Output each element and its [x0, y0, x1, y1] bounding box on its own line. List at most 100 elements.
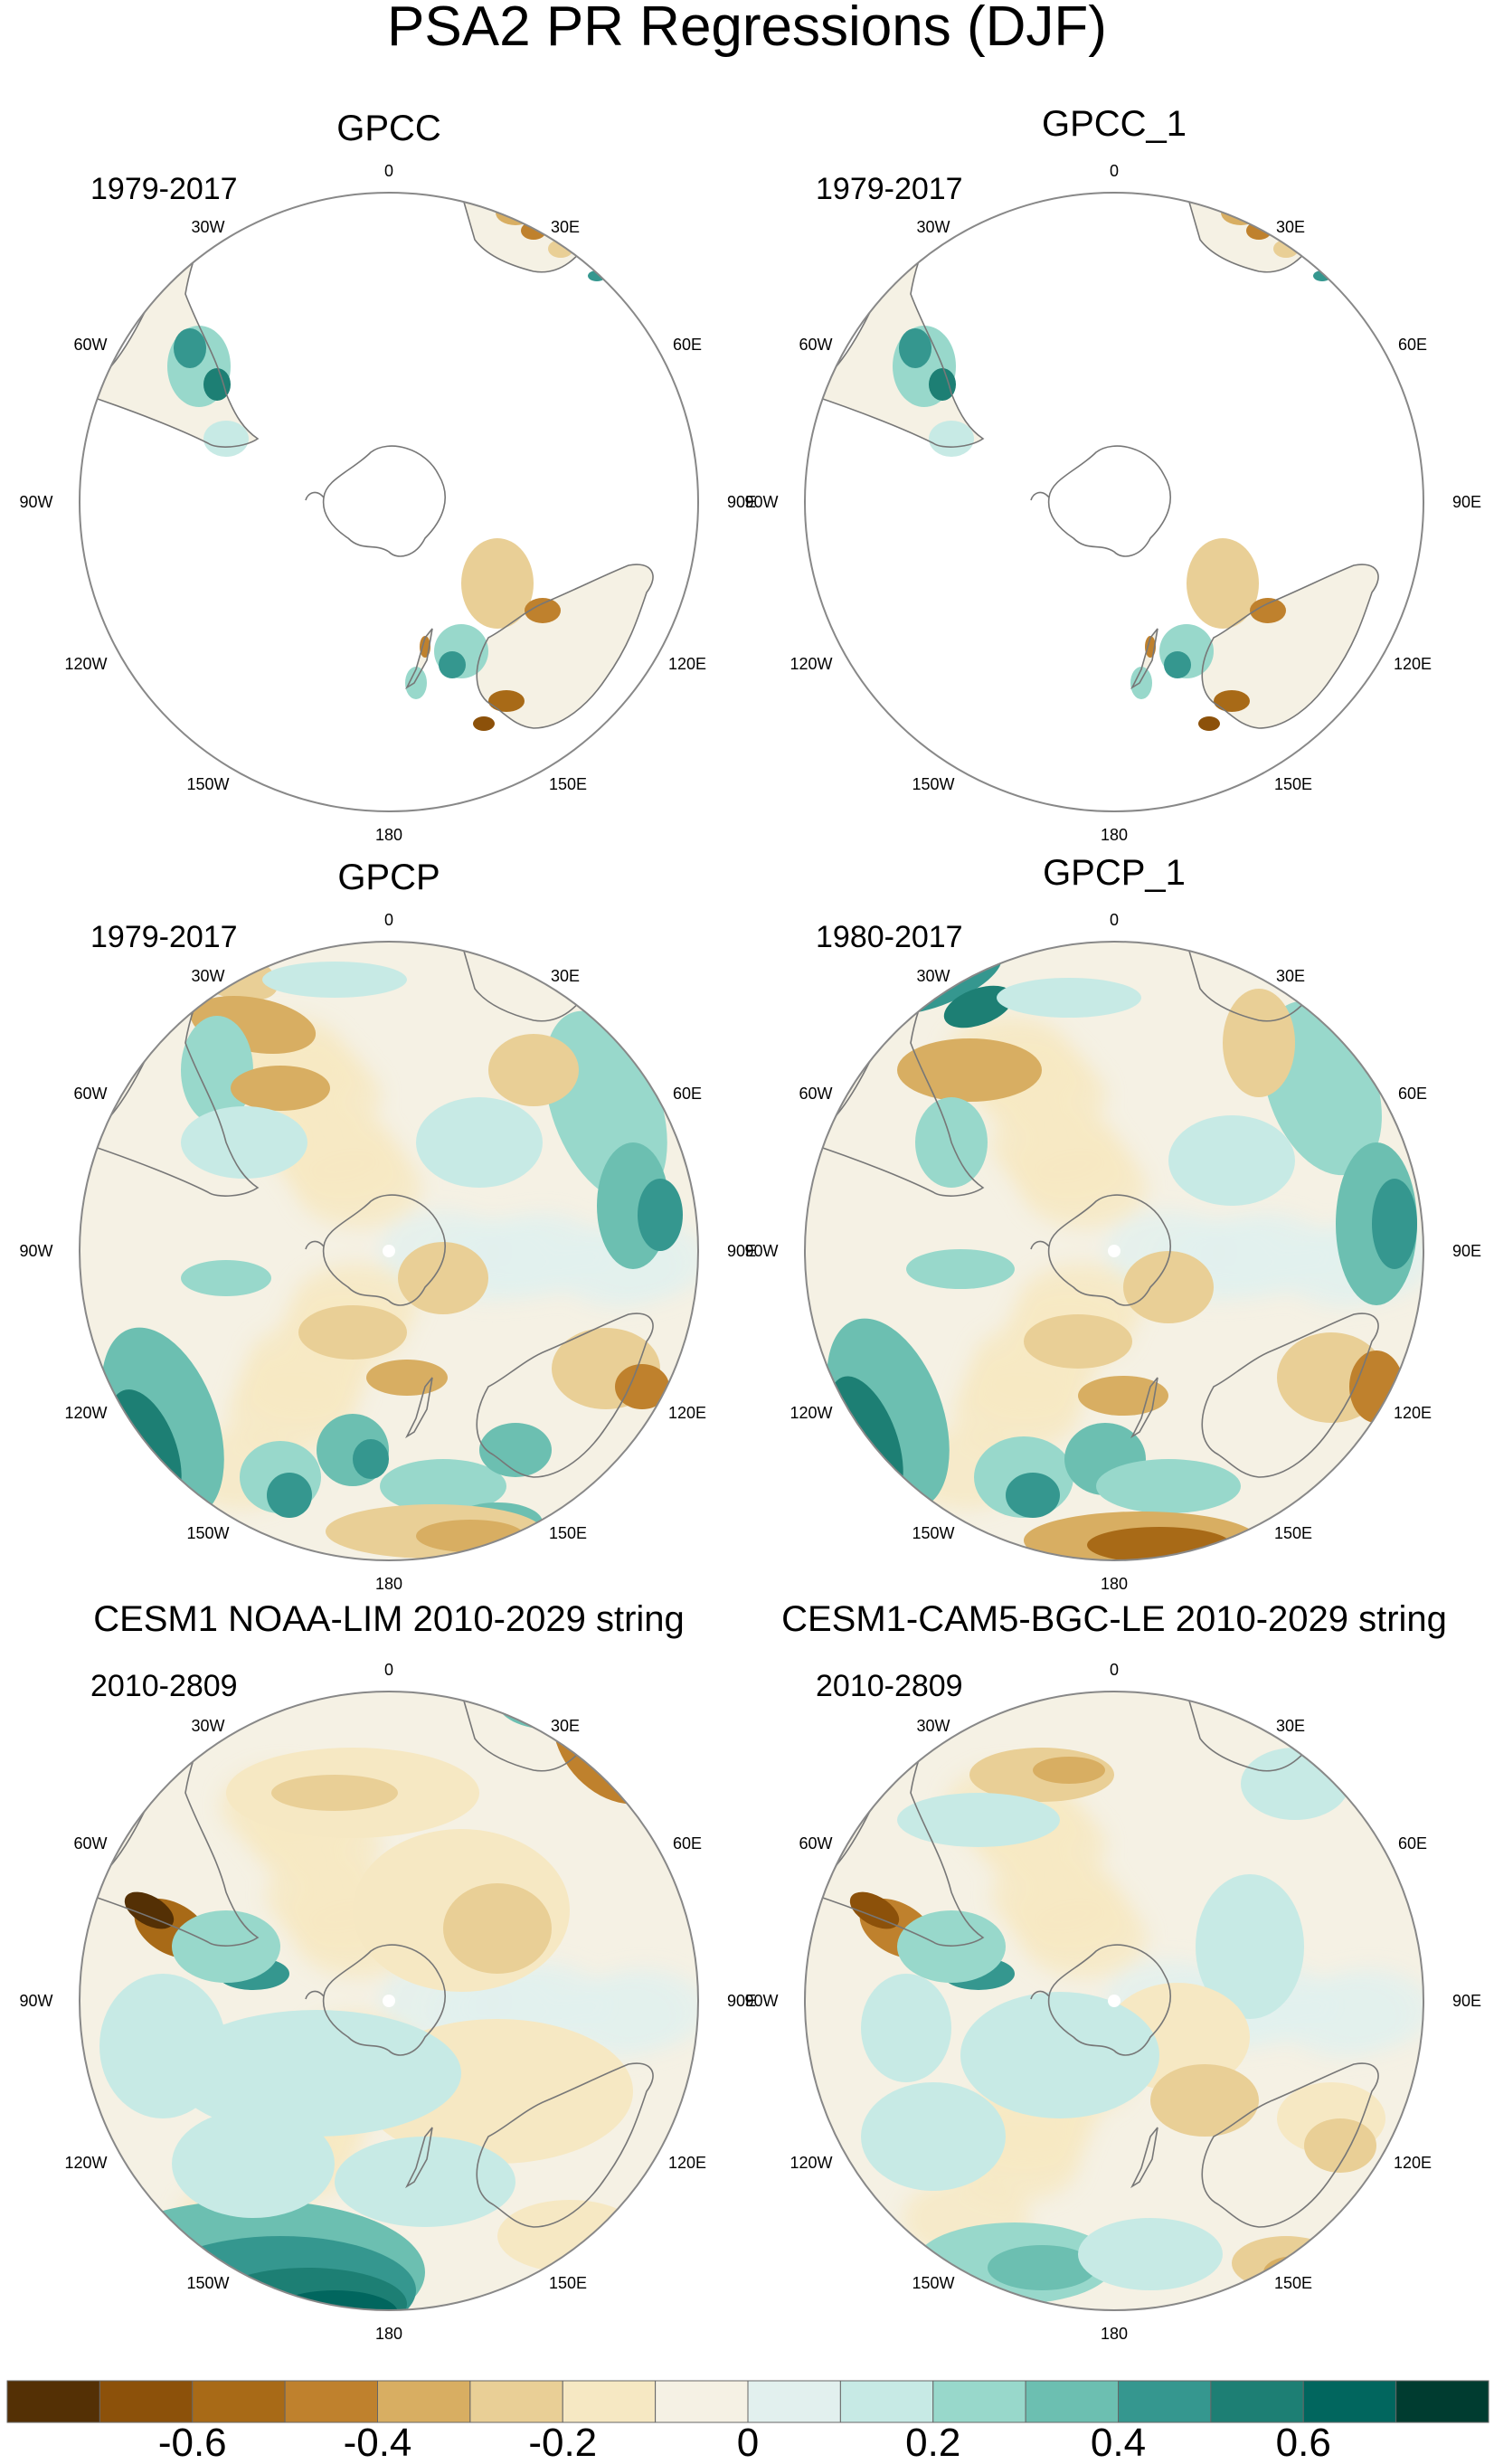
longitude-label: 30W: [916, 218, 950, 236]
contour-region: [1214, 690, 1250, 712]
contour-region: [181, 1260, 271, 1296]
panel-period: 2010-2809: [816, 1669, 963, 1703]
longitude-label: 30E: [1276, 967, 1305, 985]
colorbar-tick-label: 0.4: [1091, 2421, 1146, 2464]
map-border: [79, 192, 699, 812]
coastlines: [805, 193, 1379, 729]
contour-region: [929, 368, 956, 401]
contour-region: [899, 328, 931, 368]
contour-region: [298, 1305, 407, 1360]
panel-period: 1979-2017: [90, 172, 238, 206]
contour-region: [1168, 1115, 1295, 1206]
longitude-label: 180: [1101, 826, 1128, 844]
longitude-label: 0: [384, 911, 393, 929]
contour-region: [1078, 1376, 1168, 1416]
contour-region: [335, 2137, 515, 2227]
contour-region: [1241, 1748, 1349, 1820]
longitude-label: 180: [375, 1575, 402, 1593]
contour-region: [638, 1179, 683, 1251]
longitude-label: 90W: [744, 1242, 778, 1260]
colorbar-bin: [932, 2380, 1026, 2423]
longitude-label: 120W: [790, 1404, 832, 1422]
colorbar-tick-label: -0.6: [158, 2421, 227, 2464]
map-border: [79, 941, 699, 1561]
colorbar-bin: [99, 2380, 194, 2423]
map-border: [79, 1691, 699, 2311]
colorbar-bin: [377, 2380, 471, 2423]
longitude-label: 150W: [186, 2274, 229, 2292]
longitude-label: 90E: [1452, 1992, 1481, 2010]
panel-title: GPCC: [336, 109, 441, 148]
contour-region: [615, 1364, 669, 1409]
longitude-label: 60E: [673, 1834, 702, 1853]
colorbar-bin: [284, 2380, 378, 2423]
longitude-label: 90W: [19, 1992, 52, 2010]
panel-period: 1979-2017: [816, 172, 963, 206]
map-border: [804, 1691, 1424, 2311]
contour-region: [1223, 989, 1295, 1097]
colorbar-bin: [1395, 2380, 1489, 2423]
polar-map: [805, 1692, 1423, 2310]
colorbar-bin: [1118, 2380, 1212, 2423]
longitude-label: 60W: [799, 1085, 832, 1103]
contour-region: [1304, 2118, 1376, 2173]
contour-region: [380, 1459, 506, 1513]
contour-region: [1187, 538, 1259, 629]
contour-region: [473, 716, 495, 731]
longitude-label: 60E: [1398, 336, 1427, 354]
contour-region: [1196, 1874, 1304, 2019]
panel-period: 2010-2809: [90, 1669, 238, 1703]
colorbar-bin: [1210, 2380, 1304, 2423]
contour-region: [861, 1974, 951, 2082]
longitude-label: 30W: [191, 218, 224, 236]
contour-region: [366, 1360, 448, 1396]
longitude-label: 120E: [668, 2154, 706, 2172]
colorbar-tick-label: 0.6: [1276, 2421, 1331, 2464]
colorbar-tick-label: 0.2: [905, 2421, 960, 2464]
longitude-label: 90W: [19, 493, 52, 511]
polar-map: [80, 942, 698, 1560]
contour-region: [488, 1034, 579, 1106]
longitude-label: 120W: [64, 2154, 107, 2172]
longitude-label: 0: [384, 1661, 393, 1679]
contour-region: [497, 2200, 642, 2272]
longitude-label: 60E: [673, 336, 702, 354]
longitude-label: 180: [1101, 2325, 1128, 2343]
contour-region: [443, 1883, 552, 1974]
contour-region: [548, 240, 573, 258]
colorbar-bin: [192, 2380, 286, 2423]
contour-region: [1250, 598, 1286, 623]
longitude-label: 120W: [64, 655, 107, 673]
longitude-label: 90E: [1452, 1242, 1481, 1260]
contour-region: [98, 1433, 137, 1503]
contour-region: [861, 2082, 1006, 2191]
colorbar-bin: [839, 2380, 934, 2423]
polar-map: [80, 193, 698, 811]
contour-region: [1078, 2218, 1223, 2290]
contour-region: [271, 1775, 398, 1811]
colorbar-bin: [562, 2380, 657, 2423]
longitude-label: 150W: [912, 2274, 954, 2292]
contour-region: [1198, 716, 1220, 731]
polar-map: [805, 193, 1423, 811]
longitude-label: 30W: [916, 967, 950, 985]
contour-region: [929, 421, 974, 457]
colorbar-bin: [469, 2380, 563, 2423]
contour-region: [1130, 667, 1152, 699]
longitude-label: 60W: [799, 1834, 832, 1853]
longitude-label: 60E: [1398, 1085, 1427, 1103]
longitude-label: 120E: [1394, 2154, 1432, 2172]
longitude-label: 150W: [186, 1524, 229, 1542]
contour-region: [203, 368, 231, 401]
longitude-label: 60W: [799, 336, 832, 354]
longitude-label: 30W: [191, 967, 224, 985]
contour-region: [1372, 1179, 1417, 1269]
longitude-label: 150W: [912, 775, 954, 793]
longitude-label: 120E: [668, 655, 706, 673]
contour-region: [897, 1910, 1006, 1983]
contour-region: [488, 690, 525, 712]
polar-map: [805, 942, 1423, 1560]
longitude-label: 30E: [551, 967, 580, 985]
contour-region: [172, 2010, 461, 2137]
